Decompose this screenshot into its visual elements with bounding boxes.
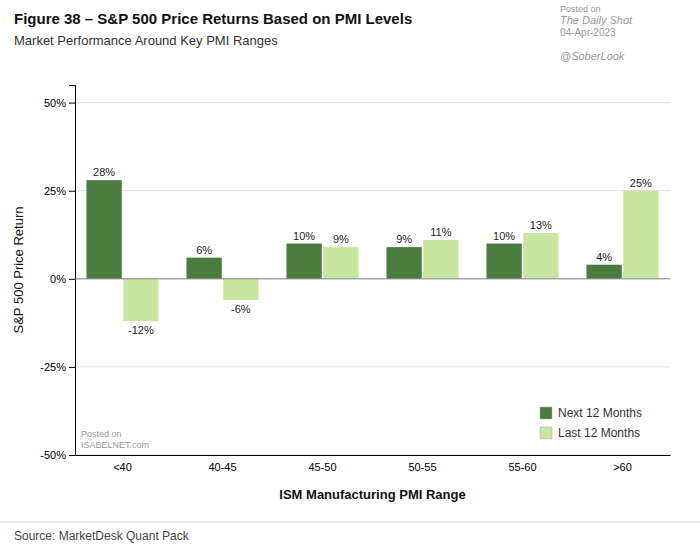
y-axis: -50% -25% 0% 25% 50%: [40, 86, 75, 462]
legend-item: Last 12 Months: [540, 426, 640, 440]
y-tick-mark: [69, 191, 75, 192]
grid: [75, 103, 670, 455]
watermark: Posted on: [560, 4, 601, 14]
data-label: 28%: [93, 166, 115, 178]
y-tick-label: 25%: [44, 185, 66, 197]
watermark: ISABELNET.com: [81, 440, 149, 450]
legend-item: Next 12 Months: [540, 406, 642, 420]
y-tick-label: -50%: [40, 449, 66, 461]
subtitle: Market Performance Around Key PMI Ranges: [14, 33, 278, 48]
legend-swatch: [540, 407, 552, 419]
legend: Next 12 Months Last 12 Months: [540, 406, 642, 440]
y-tick: 50%: [44, 97, 75, 109]
data-label: 10%: [493, 230, 515, 242]
x-axis-line: [76, 455, 671, 456]
x-axis: <40 40-45 45-50 50-55 55-60 >60: [76, 456, 671, 473]
data-label: 9%: [333, 233, 349, 245]
y-tick-label: -25%: [40, 361, 66, 373]
separator: [0, 522, 700, 523]
y-axis-title: S&P 500 Price Return: [11, 207, 26, 334]
x-tick: 50-55: [408, 461, 436, 473]
data-labels: 28% 6% 10% 9% 10% 4% -12% -6% 9% 11% 13% 25%: [93, 166, 652, 336]
grid-line: [75, 190, 670, 191]
x-tick: 55-60: [508, 461, 536, 473]
y-tick-mark: [69, 103, 75, 104]
plot: -50% -25% 0% 25% 50% <40 40-45 45-50 50-55 55-60 >…: [11, 86, 671, 503]
data-label: 4%: [596, 251, 612, 263]
data-label: 25%: [630, 177, 652, 189]
chart: Figure 38 – S&P 500 Price Returns Based …: [0, 0, 700, 550]
bar: [286, 244, 321, 279]
source: Source: MarketDesk Quant Pack: [14, 529, 190, 543]
bar: [586, 265, 621, 279]
y-tick-label: 50%: [44, 97, 66, 109]
data-label: -6%: [231, 303, 251, 315]
legend-label: Last 12 Months: [558, 426, 640, 440]
bar: [223, 279, 258, 300]
bar: [86, 180, 121, 279]
x-tick-label: <40: [113, 461, 132, 473]
x-tick-label: 50-55: [408, 461, 436, 473]
bar: [423, 240, 458, 279]
x-tick: <40: [113, 461, 132, 473]
x-tick: 40-45: [208, 461, 236, 473]
data-label: 13%: [530, 219, 552, 231]
y-tick: -50%: [40, 449, 75, 461]
bar: [323, 247, 358, 279]
bar: [386, 247, 421, 279]
title: Figure 38 – S&P 500 Price Returns Based …: [14, 10, 412, 27]
bar: [123, 279, 158, 321]
watermark: 04-Apr-2023: [560, 27, 616, 38]
data-label: 6%: [196, 244, 212, 256]
y-tick-mark: [69, 455, 75, 456]
legend-swatch: [540, 427, 552, 439]
y-tick-mark: [69, 279, 75, 280]
grid-line: [75, 455, 670, 456]
y-tick: 25%: [44, 185, 75, 197]
legend-label: Next 12 Months: [558, 406, 642, 420]
watermark: @SoberLook: [560, 50, 625, 62]
x-tick-label: >60: [613, 461, 632, 473]
grid-line: [75, 366, 670, 367]
y-tick-label: 0%: [50, 273, 66, 285]
data-label: -12%: [128, 324, 154, 336]
data-label: 9%: [396, 233, 412, 245]
watermark: The Daily Shot: [560, 14, 633, 26]
x-tick: 45-50: [308, 461, 336, 473]
bar: [186, 258, 221, 279]
grid-line: [75, 278, 670, 279]
y-tick-mark: [69, 367, 75, 368]
x-axis-title: ISM Manufacturing PMI Range: [279, 487, 465, 502]
bar: [486, 244, 521, 279]
data-label: 10%: [293, 230, 315, 242]
y-axis-line: [69, 86, 76, 456]
y-tick: -25%: [40, 361, 75, 373]
x-tick-label: 45-50: [308, 461, 336, 473]
bar: [523, 233, 558, 279]
x-tick-label: 55-60: [508, 461, 536, 473]
bars: [86, 180, 658, 321]
y-tick: 0%: [50, 273, 75, 285]
x-tick-label: 40-45: [208, 461, 236, 473]
grid-line: [75, 102, 670, 103]
bar: [623, 191, 658, 279]
watermark: Posted on: [81, 429, 122, 439]
data-label: 11%: [430, 226, 451, 238]
zero-line: [75, 278, 670, 279]
x-tick: >60: [613, 461, 632, 473]
